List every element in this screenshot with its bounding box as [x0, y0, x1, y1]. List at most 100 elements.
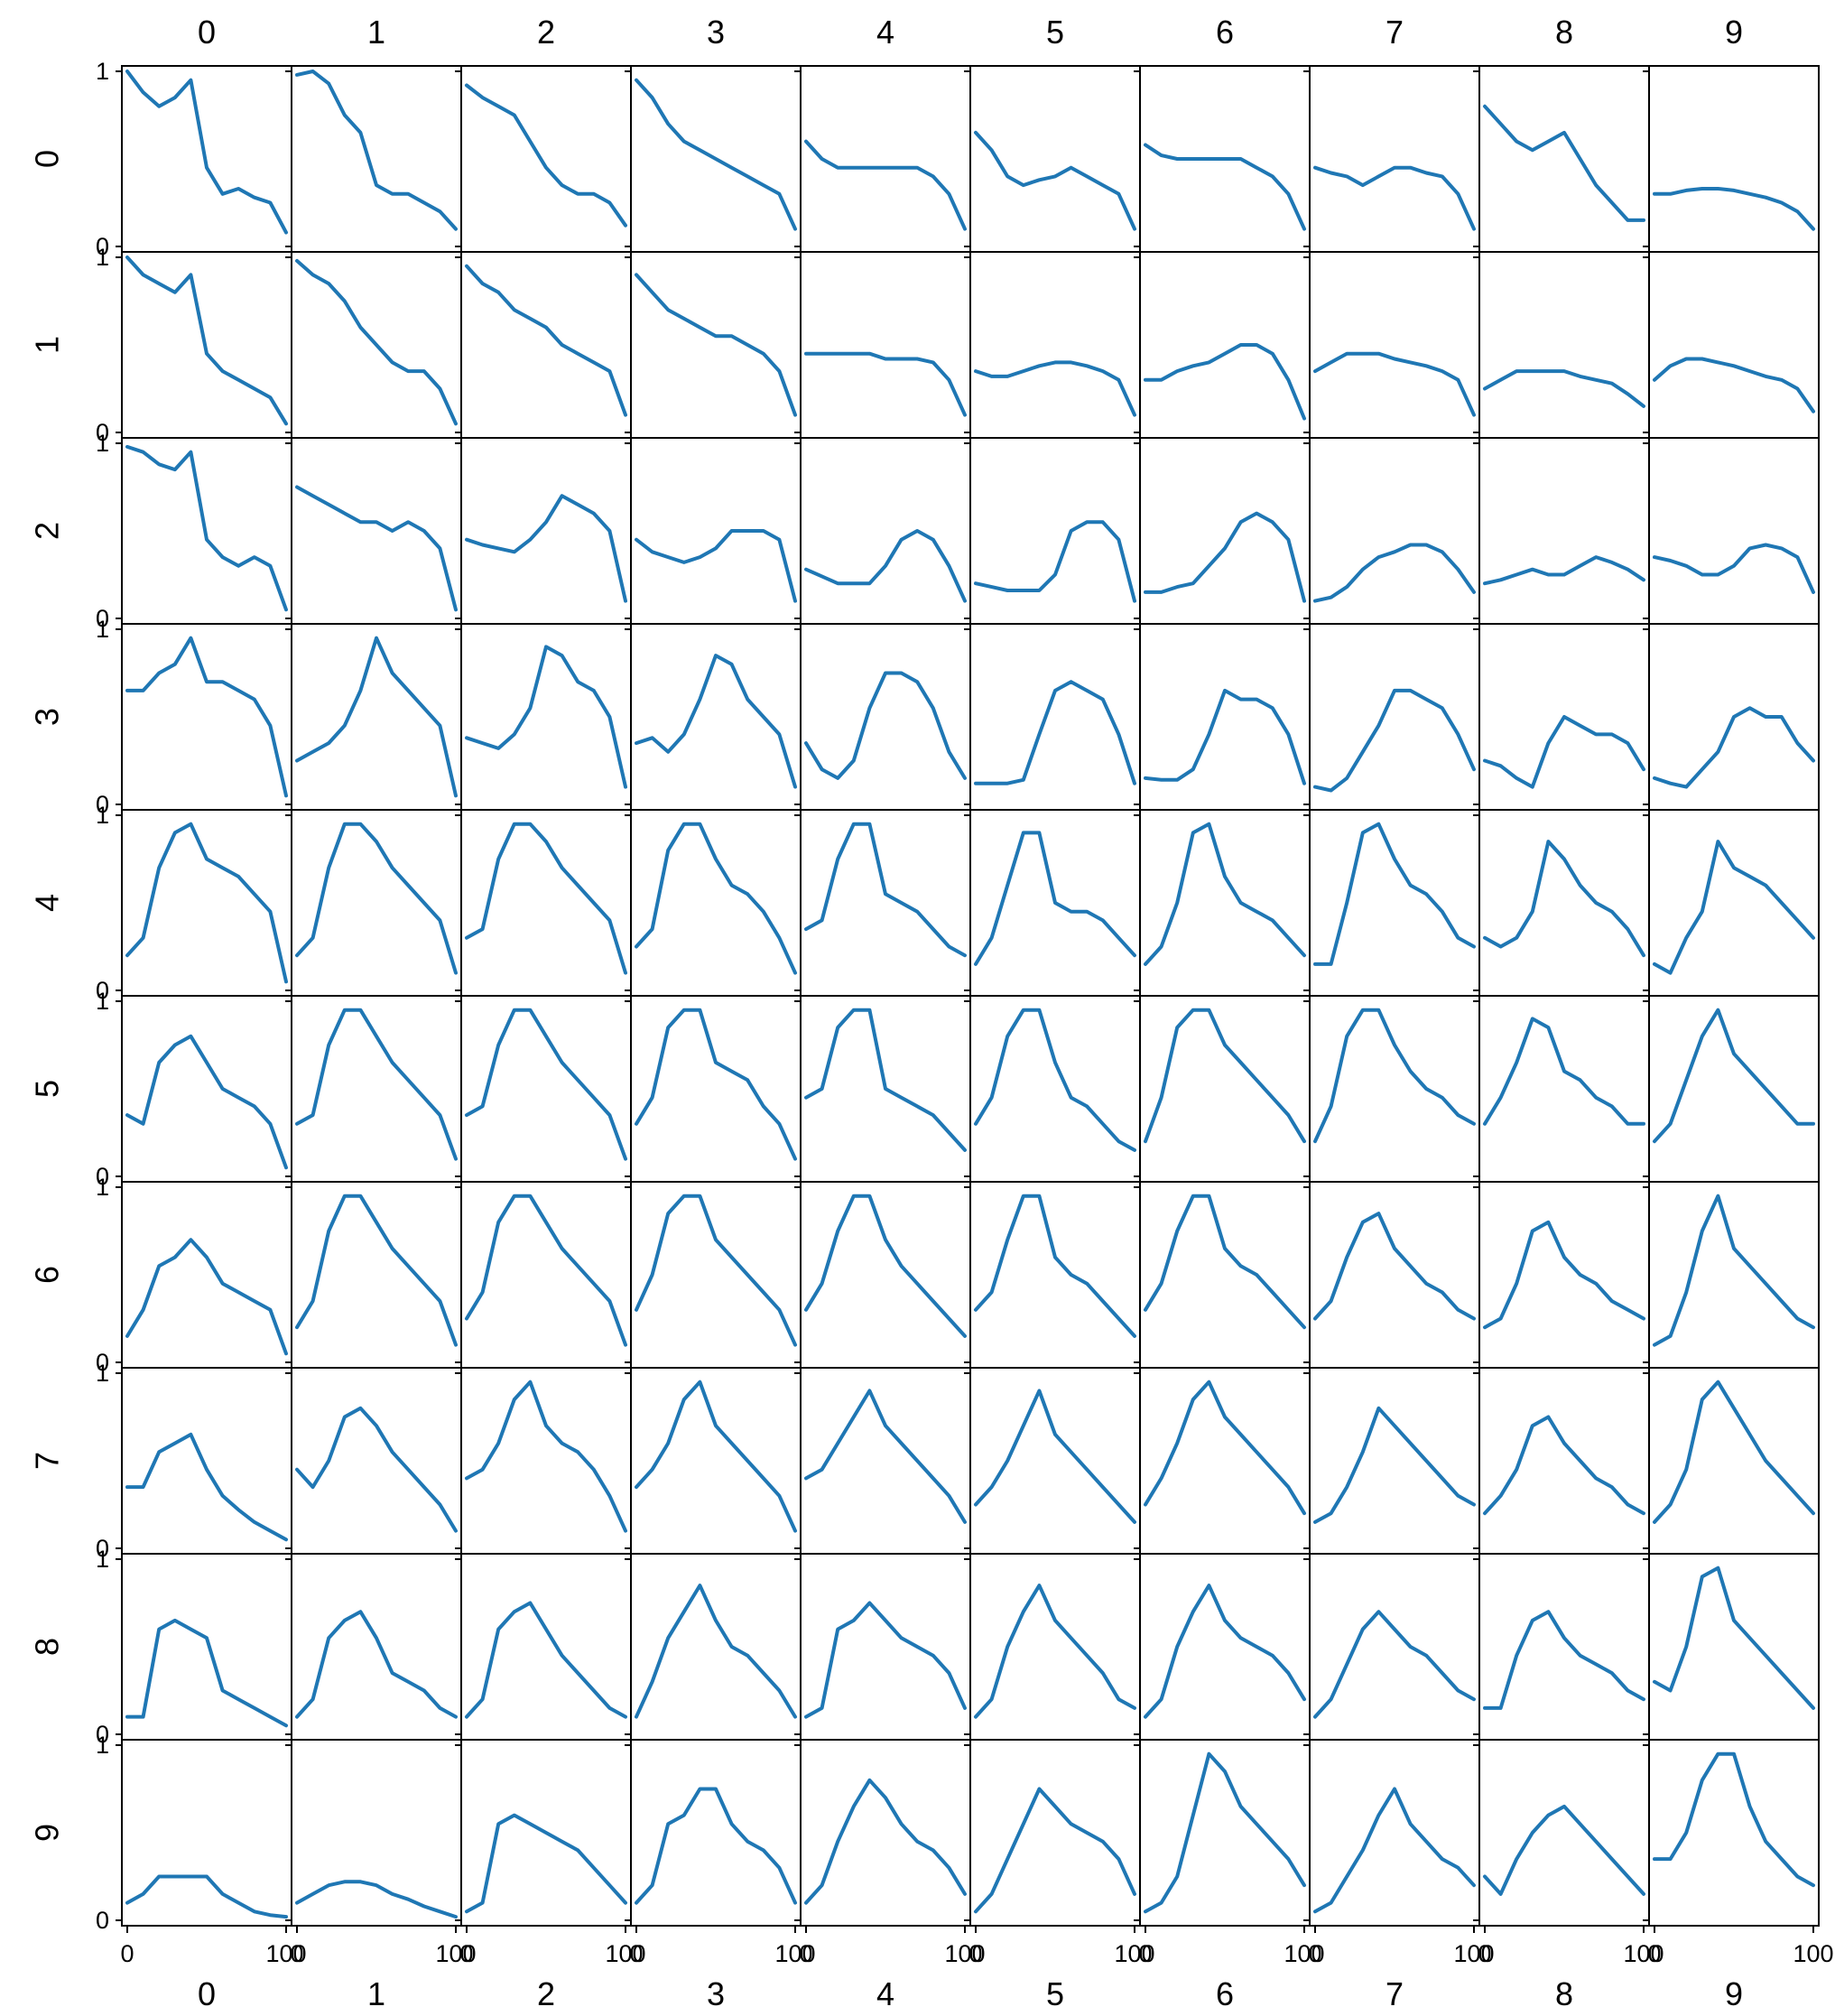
panel-2-9: [1648, 437, 1820, 625]
panel-7-7: [1309, 1367, 1480, 1555]
series-line-1-6: [1144, 343, 1306, 421]
panel-8-5: [969, 1553, 1141, 1741]
panel-0-7: [1309, 65, 1480, 253]
column-footer: 5: [1046, 1975, 1064, 2012]
series-line-5-6: [1144, 1008, 1306, 1144]
panel-1-9: [1648, 251, 1820, 439]
panel-2-4: [800, 437, 971, 625]
x-tick-label: 0: [459, 1940, 473, 1967]
panel-6-8: [1478, 1181, 1650, 1369]
panel-3-3: [630, 623, 802, 811]
series-line-1-2: [465, 264, 627, 417]
series-line-6-4: [804, 1194, 967, 1338]
panel-8-7: [1309, 1553, 1480, 1741]
series-line-5-0: [125, 1034, 288, 1170]
series-line-1-8: [1483, 369, 1645, 408]
y-tick-label: 1: [96, 1174, 109, 1201]
series-line-0-9: [1653, 187, 1815, 231]
panel-4-7: [1309, 809, 1480, 997]
series-line-4-6: [1144, 822, 1306, 966]
column-footer: 8: [1555, 1975, 1573, 2012]
series-line-0-1: [295, 70, 458, 231]
series-line-0-2: [465, 83, 627, 228]
panel-9-1: [291, 1739, 462, 1927]
panel-2-2: [460, 437, 632, 625]
column-footer: 4: [876, 1975, 894, 2012]
series-line-8-1: [295, 1610, 458, 1719]
panel-2-8: [1478, 437, 1650, 625]
panel-9-0: [121, 1739, 292, 1927]
row-header: 0: [29, 150, 66, 168]
series-line-6-1: [295, 1194, 458, 1347]
panel-1-5: [969, 251, 1141, 439]
row-header: 1: [29, 336, 66, 354]
panel-9-4: [800, 1739, 971, 1927]
panel-7-5: [969, 1367, 1141, 1555]
series-line-1-9: [1653, 357, 1815, 413]
y-tick-label: 0: [96, 605, 109, 632]
y-tick-label: 0: [96, 419, 109, 446]
series-line-2-1: [295, 485, 458, 612]
series-line-0-7: [1313, 165, 1476, 231]
series-line-6-6: [1144, 1194, 1306, 1330]
panel-1-4: [800, 251, 971, 439]
series-line-2-7: [1313, 543, 1476, 603]
series-line-8-0: [125, 1618, 288, 1728]
series-line-8-5: [974, 1584, 1136, 1719]
panel-7-8: [1478, 1367, 1650, 1555]
x-tick-label: 100: [774, 1940, 815, 1967]
column-footer: 0: [198, 1975, 216, 2012]
y-tick-label: 0: [96, 1721, 109, 1748]
series-line-1-5: [974, 360, 1136, 417]
series-line-5-1: [295, 1008, 458, 1161]
series-line-9-2: [465, 1813, 627, 1914]
axis-labels: 0 1 2 3 4 5 6 7 8 9012345678901010101010101010101…: [29, 14, 1834, 2012]
column-header: 3: [707, 14, 725, 51]
panel-8-6: [1139, 1553, 1311, 1741]
x-tick-label: 100: [1623, 1940, 1664, 1967]
series-line-6-2: [465, 1194, 627, 1347]
series-line-3-1: [295, 636, 458, 798]
panel-5-7: [1309, 995, 1480, 1183]
series-line-2-2: [465, 494, 627, 603]
panel-4-1: [291, 809, 462, 997]
x-tick-label: 100: [944, 1940, 985, 1967]
series-line-9-5: [974, 1787, 1136, 1914]
series-line-8-8: [1483, 1610, 1645, 1710]
series-line-3-5: [974, 680, 1136, 785]
panel-8-8: [1478, 1553, 1650, 1741]
series-line-7-4: [804, 1389, 967, 1524]
series-line-6-9: [1653, 1194, 1815, 1347]
column-footer: 6: [1216, 1975, 1234, 2012]
series-line-8-4: [804, 1601, 967, 1719]
panel-1-8: [1478, 251, 1650, 439]
panel-0-9: [1648, 65, 1820, 253]
series-line-4-3: [635, 822, 797, 975]
series-line-2-0: [125, 444, 288, 612]
series-line-5-2: [465, 1008, 627, 1161]
y-tick-label: 1: [96, 1546, 109, 1573]
series-line-3-4: [804, 671, 967, 780]
column-footer: 9: [1725, 1975, 1743, 2012]
series-line-7-8: [1483, 1415, 1645, 1516]
column-footer: 1: [367, 1975, 385, 2012]
panel-5-6: [1139, 995, 1311, 1183]
panel-5-3: [630, 995, 802, 1183]
x-tick-label: 0: [1308, 1940, 1321, 1967]
panel-9-8: [1478, 1739, 1650, 1927]
panel-3-4: [800, 623, 971, 811]
panel-1-6: [1139, 251, 1311, 439]
series-line-0-5: [974, 130, 1136, 231]
series-line-3-3: [635, 654, 797, 789]
x-tick-label: 0: [1138, 1940, 1152, 1967]
series-line-7-2: [465, 1380, 627, 1533]
series-line-4-5: [974, 831, 1136, 966]
row-header: 3: [29, 708, 66, 726]
y-tick-label: 0: [96, 1163, 109, 1190]
panel-3-7: [1309, 623, 1480, 811]
series-line-2-5: [974, 520, 1136, 603]
y-tick-label: 1: [96, 58, 109, 85]
panel-4-0: [121, 809, 292, 997]
series-line-7-6: [1144, 1380, 1306, 1516]
x-tick-label: 100: [1793, 1940, 1833, 1967]
